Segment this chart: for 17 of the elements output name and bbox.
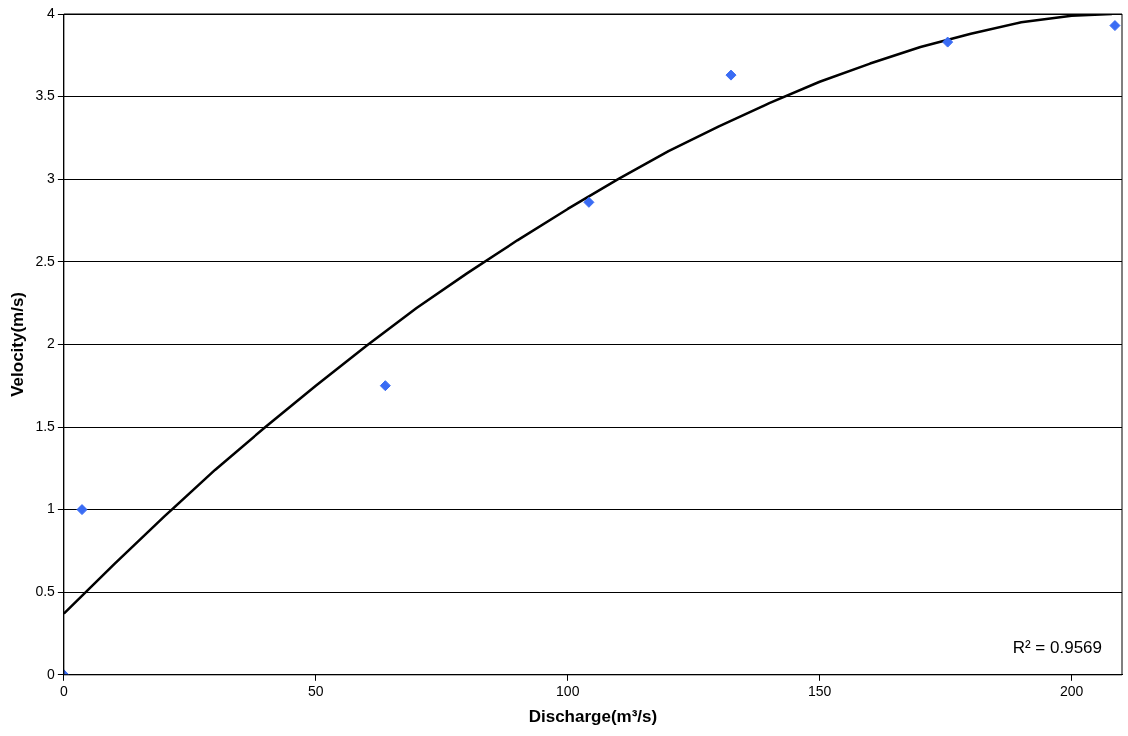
y-tick-label: 3.5 [35, 87, 56, 104]
x-tick-label: 100 [556, 683, 580, 700]
y-tick-label: 4 [47, 4, 56, 21]
x-tick-label: 50 [308, 683, 324, 700]
annotation: R² = 0.9569 [1012, 637, 1102, 657]
y-tick-label: 3 [47, 170, 56, 187]
x-tick-label: 200 [1059, 683, 1084, 700]
x-tick-label: 150 [808, 683, 832, 700]
y-tick-label: 0 [47, 665, 56, 682]
y-tick-label: 2 [47, 335, 56, 352]
y-tick-label: 1.5 [35, 417, 56, 434]
y-tick-label: 2.5 [35, 252, 56, 269]
y-tick-label: 0.5 [35, 583, 56, 600]
x-tick-label: 0 [59, 683, 68, 700]
y-tick-label: 1 [47, 500, 56, 517]
y-axis-title: Velocity(m/s) [7, 291, 27, 397]
x-axis-title: Discharge(m³/s) [528, 707, 658, 727]
